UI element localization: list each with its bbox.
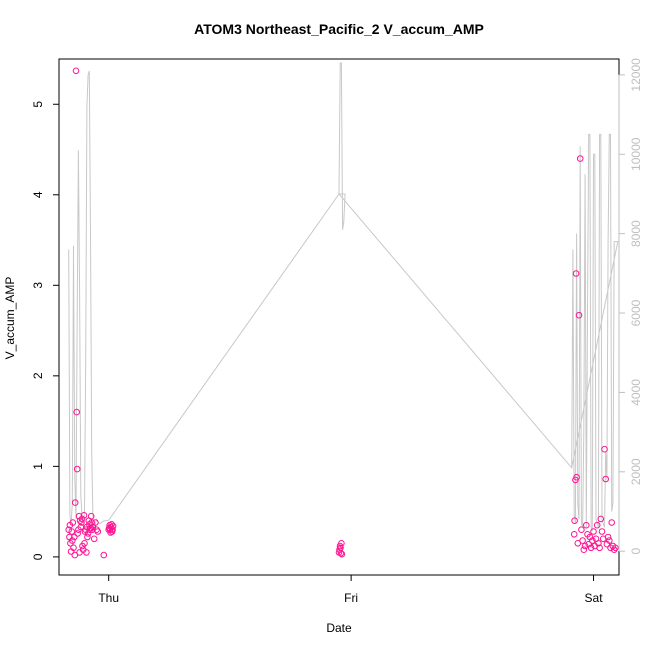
data-point	[87, 512, 95, 520]
chart-title: ATOM3 Northeast_Pacific_2 V_accum_AMP	[194, 21, 484, 37]
data-point	[90, 535, 98, 543]
data-point	[71, 551, 79, 559]
data-point	[70, 544, 77, 552]
y-axis-label: V_accum_AMP	[3, 277, 17, 360]
data-point	[78, 515, 86, 523]
data-point	[71, 533, 78, 541]
y2-tick-label: 6000	[629, 299, 643, 326]
data-point	[580, 546, 588, 554]
data-point	[84, 533, 91, 541]
y-tick-label: 0	[31, 553, 45, 560]
data-point	[571, 517, 578, 525]
data-point	[573, 473, 580, 481]
data-point	[575, 311, 583, 319]
data-point	[109, 526, 116, 534]
y2-axis: 0 2000 4000 6000 8000 10000 12000	[618, 58, 643, 555]
data-point	[68, 528, 76, 535]
data-point	[604, 533, 612, 541]
data-point	[78, 519, 85, 526]
data-point	[81, 540, 88, 547]
data-point	[595, 540, 602, 547]
data-point	[71, 499, 79, 506]
data-point	[570, 531, 578, 538]
data-point	[100, 551, 108, 559]
data-point	[338, 540, 345, 547]
y2-tick-label: 4000	[629, 379, 643, 406]
data-point	[583, 521, 590, 529]
point-series-layer	[65, 67, 619, 559]
data-point	[84, 530, 92, 537]
data-point	[597, 515, 605, 523]
y-tick-label: 3	[31, 282, 45, 289]
y-tick-label: 1	[31, 463, 45, 470]
data-point	[73, 408, 80, 416]
data-point	[92, 519, 99, 526]
plot-frame	[58, 58, 620, 576]
data-point	[572, 270, 580, 277]
data-point	[576, 155, 584, 162]
y2-tick-label: 0	[629, 548, 643, 555]
x-tick-label: Fri	[344, 591, 358, 605]
y-tick-label: 5	[31, 101, 45, 108]
y2-tick-label: 2000	[629, 458, 643, 485]
data-point	[608, 519, 616, 526]
y2-tick-label: 12000	[629, 58, 643, 92]
data-point	[598, 528, 606, 535]
x-tick-label: Thu	[98, 591, 119, 605]
data-point	[73, 465, 81, 473]
data-point	[72, 67, 80, 75]
data-point	[77, 523, 85, 531]
data-point	[578, 526, 585, 534]
data-point	[574, 540, 582, 547]
data-point	[94, 528, 102, 535]
data-point	[606, 537, 613, 544]
y-tick-label: 4	[31, 191, 45, 198]
data-point	[83, 549, 90, 556]
x-axis-label: Date	[326, 621, 352, 635]
data-point	[88, 526, 96, 534]
data-point	[601, 445, 608, 453]
data-point	[589, 537, 596, 544]
data-point	[338, 550, 346, 558]
data-point	[80, 512, 88, 519]
data-point	[587, 544, 595, 552]
data-point	[69, 537, 76, 544]
x-axis: Thu Fri Sat	[98, 574, 604, 605]
data-point	[593, 521, 601, 529]
data-point	[76, 517, 84, 525]
x-tick-label: Sat	[585, 591, 604, 605]
data-point	[612, 544, 619, 552]
data-point	[69, 519, 77, 526]
y-axis: 0 1 2 3 4 5	[31, 101, 60, 560]
data-point	[602, 475, 610, 483]
y-tick-label: 2	[31, 372, 45, 379]
y2-tick-label: 10000	[629, 137, 643, 171]
data-point	[596, 544, 603, 552]
data-point	[88, 519, 95, 526]
data-point	[109, 522, 117, 530]
data-point	[74, 530, 81, 537]
data-point	[590, 528, 597, 535]
line-series-1	[68, 62, 619, 532]
y2-tick-label: 8000	[629, 220, 643, 247]
data-point	[337, 550, 345, 557]
data-point	[579, 537, 586, 544]
data-point	[93, 526, 100, 534]
data-point	[581, 542, 589, 550]
line-series-layer	[68, 62, 619, 532]
